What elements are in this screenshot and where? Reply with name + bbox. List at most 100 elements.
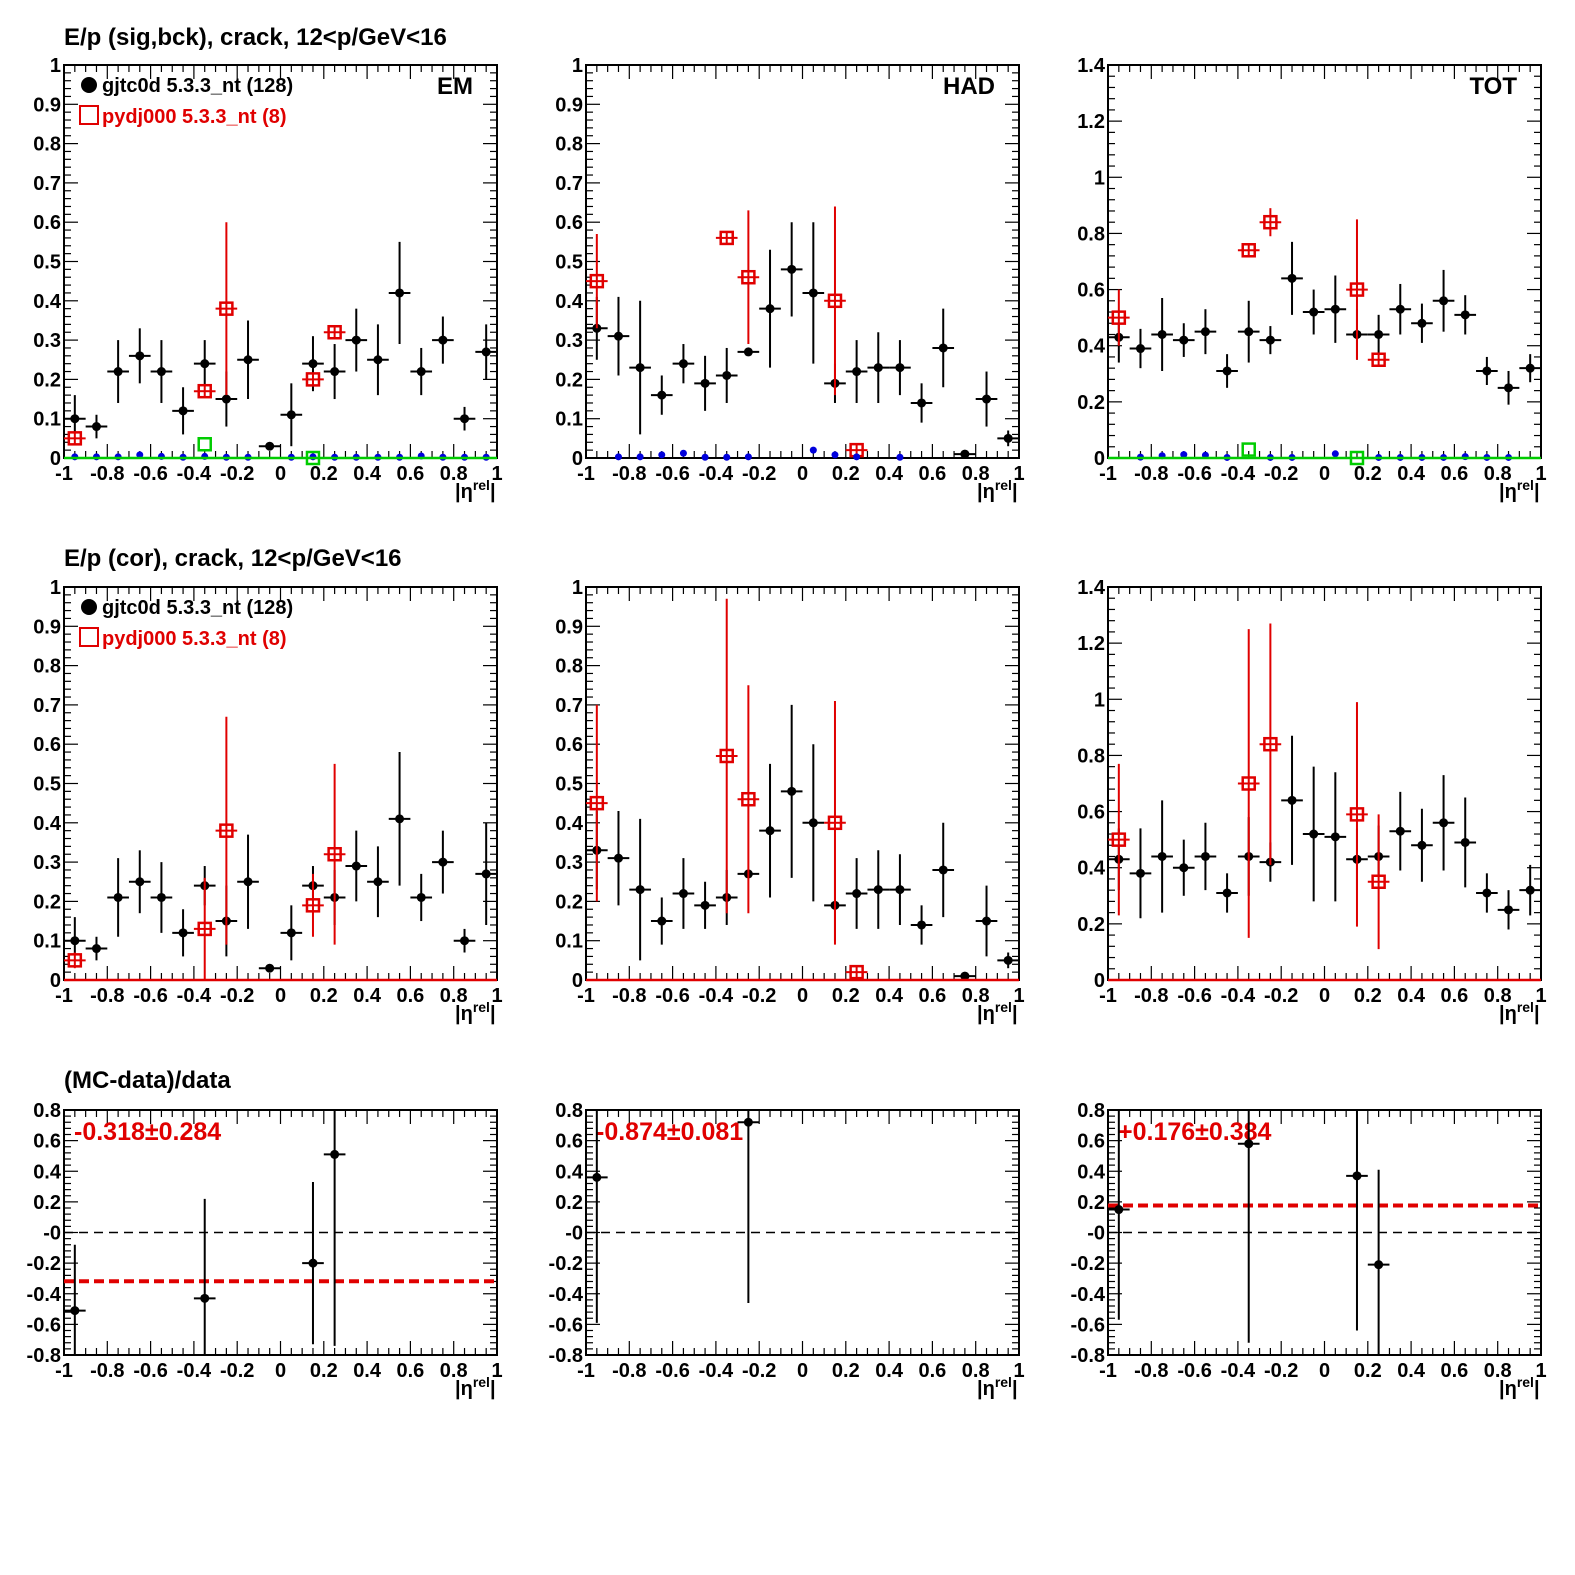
panel-8: -1 -0.8 -0.6 -0.4 -0.2 0 0.2 0.4 0.6 0.8 1-0.8-0.6… (1071, 1100, 1547, 1400)
data-point (1504, 383, 1514, 393)
x-tick-label: 1 (491, 985, 502, 1007)
y-tick-label: 1.4 (1077, 577, 1106, 599)
data-point (373, 355, 383, 365)
x-tick-label: -0.6 (655, 985, 689, 1007)
data-point (221, 394, 231, 404)
y-tick-label: 0.9 (555, 616, 583, 638)
x-tick-label: 0.4 (875, 985, 904, 1007)
x-tick-label: -0.8 (1134, 1360, 1168, 1382)
panel-label: HAD (943, 73, 995, 100)
y-tick-label: 0.4 (33, 813, 62, 835)
x-tick-label: 0.2 (832, 463, 860, 485)
x-tick-label: 0.4 (1397, 985, 1426, 1007)
x-axis-label-main: |η (455, 481, 473, 503)
y-tick-label: 0.3 (555, 330, 583, 352)
data-point (70, 414, 80, 424)
x-axis-label-main: |η (1499, 1003, 1517, 1025)
y-tick-label: -0 (43, 1223, 61, 1245)
y-tick-label: 0.1 (555, 409, 583, 431)
data-point (1395, 304, 1405, 314)
data-point (917, 920, 927, 930)
y-tick-label: 0.5 (555, 252, 583, 274)
x-axis-label: |ηrel| (1499, 1374, 1540, 1400)
y-tick-label: 0.7 (555, 173, 583, 195)
x-axis-label: |ηrel| (977, 477, 1018, 503)
x-tick-label: 0 (275, 985, 286, 1007)
panel-2: -1 -0.8 -0.6 -0.4 -0.2 0 0.2 0.4 0.6 0.8 1 0 0.2 0.4 0… (1077, 55, 1546, 503)
x-tick-label: -0.2 (1264, 1360, 1298, 1382)
data-point (592, 1172, 602, 1182)
x-tick-label: 0.6 (918, 463, 946, 485)
y-tick-label: 0.8 (555, 656, 583, 678)
y-tick-label: -0.8 (549, 1345, 583, 1367)
y-tick-label: 0.3 (33, 330, 61, 352)
x-tick-label: 1 (1013, 985, 1024, 1007)
y-tick-label: -0.6 (27, 1314, 61, 1336)
x-tick-label: -0.2 (1264, 985, 1298, 1007)
x-tick-label: -1 (577, 463, 595, 485)
data-point (1114, 1205, 1124, 1215)
data-point (895, 363, 905, 373)
x-axis-label-sup: rel (995, 477, 1012, 493)
data-point (613, 331, 623, 341)
y-tick-label: 1.2 (1077, 111, 1105, 133)
x-tick-label: 1 (1535, 463, 1546, 485)
x-axis-label-end: | (1534, 481, 1540, 503)
data-point (808, 818, 818, 828)
data-point (743, 1117, 753, 1127)
x-axis-label: |ηrel| (977, 999, 1018, 1025)
legend-data-label: gjtc0d 5.3.3_nt (128) (102, 597, 293, 619)
data-point (1439, 296, 1449, 306)
x-axis-label-main: |η (977, 1378, 995, 1400)
y-tick-label: -0.4 (1071, 1284, 1106, 1306)
x-tick-label: 1 (1013, 463, 1024, 485)
data-point (395, 814, 405, 824)
y-tick-label: 0.9 (33, 94, 61, 116)
data-point (156, 367, 166, 377)
y-tick-label: 0.8 (33, 1100, 61, 1122)
panel-3: -1 -0.8 -0.6 -0.4 -0.2 0 0.2 0.4 0.6 0.8 1 0 0.1 0.2 0… (33, 577, 502, 1025)
y-tick-label: 0.6 (555, 212, 583, 234)
row-title-3: (MC-data)/data (64, 1067, 231, 1094)
x-tick-label: 0.8 (962, 463, 990, 485)
y-tick-label: 0.4 (1077, 1161, 1106, 1183)
y-tick-label: 1 (50, 55, 61, 77)
green-marker (197, 436, 212, 452)
x-tick-label: -1 (55, 985, 73, 1007)
data-point (960, 971, 970, 981)
x-axis-label-sup: rel (473, 477, 490, 493)
data-point (678, 359, 688, 369)
x-axis-label-sup: rel (473, 999, 490, 1015)
y-tick-label: -0.4 (549, 1284, 584, 1306)
y-tick-label: -0 (565, 1223, 583, 1245)
y-tick-label: 0.9 (555, 94, 583, 116)
x-tick-label: 0.2 (310, 463, 338, 485)
data-point (635, 885, 645, 895)
x-axis-label-end: | (1012, 481, 1018, 503)
x-tick-label: 0.8 (440, 1360, 468, 1382)
plot-frame (585, 64, 1020, 459)
y-tick-label: 0.1 (33, 931, 61, 953)
x-tick-label: 0 (275, 463, 286, 485)
y-tick-label: 0 (572, 448, 583, 470)
x-axis-label-main: |η (977, 481, 995, 503)
x-tick-label: -0.8 (90, 1360, 124, 1382)
y-tick-label: 0.7 (555, 695, 583, 717)
x-tick-label: 0.4 (353, 1360, 382, 1382)
x-tick-label: 1 (1535, 985, 1546, 1007)
data-point (1395, 826, 1405, 836)
panels-group: -1 -0.8 -0.6 -0.4 -0.2 0 0.2 0.4 0.6 0.8 1 0 0.1 0.2 0… (27, 55, 1547, 1400)
data-point (873, 363, 883, 373)
y-tick-label: 0.2 (1077, 914, 1105, 936)
data-point (1003, 433, 1013, 443)
x-axis-label-sup: rel (1517, 999, 1534, 1015)
data-point (135, 351, 145, 361)
x-tick-label: -0.2 (742, 985, 776, 1007)
y-tick-label: 0.4 (555, 813, 584, 835)
data-point (91, 422, 101, 432)
y-tick-label: 0 (1094, 448, 1105, 470)
blue-marker (636, 453, 644, 461)
data-point (481, 347, 491, 357)
data-point (960, 449, 970, 459)
x-tick-label: -1 (1099, 463, 1117, 485)
